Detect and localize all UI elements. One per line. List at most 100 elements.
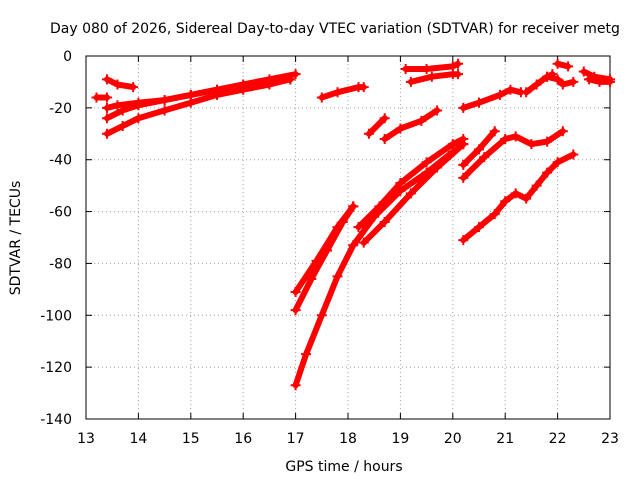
- data-point: [500, 133, 511, 144]
- data-point: [531, 180, 542, 191]
- y-tick-label: -20: [49, 101, 72, 117]
- data-point: [301, 349, 312, 360]
- data-point: [101, 102, 112, 113]
- series-track-19: [458, 149, 579, 246]
- series-line: [460, 86, 524, 111]
- data-point: [285, 74, 296, 85]
- data-point: [563, 61, 574, 72]
- data-point: [552, 157, 563, 168]
- chart-title: Day 080 of 2026, Sidereal Day-to-day VTE…: [50, 21, 620, 37]
- x-tick-label: 19: [391, 431, 409, 447]
- data-point: [374, 201, 385, 212]
- data-point: [117, 121, 128, 132]
- data-point: [500, 196, 511, 207]
- data-point: [489, 209, 500, 220]
- series-track-22: [552, 58, 574, 72]
- data-point: [363, 128, 374, 139]
- data-point: [584, 74, 595, 85]
- series-track-21: [542, 69, 558, 82]
- data-point: [505, 84, 516, 95]
- data-point: [510, 131, 521, 142]
- data-point: [568, 149, 579, 160]
- data-series: [91, 58, 615, 391]
- x-tick-labels: 13 14 15 16 17 18 19 20 21 22 23: [77, 431, 619, 447]
- series-track-18: [458, 126, 568, 183]
- data-point: [557, 79, 568, 90]
- data-point: [458, 159, 469, 170]
- data-point: [395, 178, 406, 189]
- series-track-14: [400, 58, 464, 74]
- data-point: [159, 95, 170, 106]
- data-point: [421, 157, 432, 168]
- data-point: [432, 105, 443, 116]
- data-point: [337, 216, 348, 227]
- data-point: [348, 201, 359, 212]
- data-point: [264, 79, 275, 90]
- data-point: [605, 76, 615, 87]
- data-point: [458, 102, 469, 113]
- data-point: [458, 172, 469, 183]
- data-point: [521, 193, 532, 204]
- data-point: [474, 97, 484, 108]
- series-track-10: [353, 133, 469, 233]
- data-point: [379, 216, 390, 227]
- series-track-09: [358, 139, 469, 248]
- x-tick-label: 23: [601, 431, 619, 447]
- series-line: [318, 84, 367, 101]
- data-point: [542, 136, 553, 147]
- series-track-15: [405, 69, 464, 87]
- data-point: [552, 74, 563, 85]
- series-track-02: [101, 74, 139, 93]
- data-point: [117, 105, 128, 116]
- data-point: [101, 92, 112, 103]
- series-track-12: [363, 113, 390, 139]
- data-point: [91, 92, 102, 103]
- y-tick-label: 0: [63, 49, 72, 65]
- data-point: [489, 126, 500, 137]
- series-line: [407, 71, 461, 85]
- data-point: [578, 66, 589, 77]
- y-tick-labels: 0 -20 -40 -60 -80 -100 -120 -140: [40, 49, 72, 428]
- x-tick-label: 14: [129, 431, 147, 447]
- series-line: [366, 115, 388, 137]
- data-point: [510, 188, 521, 199]
- data-point: [479, 152, 490, 163]
- data-point: [133, 113, 144, 124]
- data-point: [395, 123, 406, 134]
- data-point: [316, 92, 327, 103]
- data-point: [453, 69, 464, 80]
- data-point: [290, 305, 301, 316]
- series-line: [402, 60, 461, 72]
- series-track-05: [101, 74, 296, 139]
- x-axis-label: GPS time / hours: [285, 459, 402, 475]
- data-point: [101, 113, 112, 124]
- series-track-17: [458, 126, 500, 170]
- grid-lines: [86, 56, 610, 419]
- data-point: [568, 76, 579, 87]
- data-point: [128, 82, 139, 93]
- data-point: [358, 82, 369, 93]
- data-point: [426, 71, 437, 82]
- data-point: [416, 115, 427, 126]
- data-point: [552, 58, 563, 69]
- data-point: [542, 71, 553, 82]
- series-line: [104, 76, 137, 91]
- data-point: [112, 100, 123, 111]
- data-point: [447, 139, 458, 150]
- data-point: [421, 63, 432, 74]
- series-track-13: [379, 105, 443, 144]
- data-point: [474, 144, 484, 155]
- data-point: [547, 69, 558, 80]
- data-point: [332, 87, 343, 98]
- y-tick-label: -100: [40, 308, 72, 324]
- data-point: [400, 63, 411, 74]
- data-point: [332, 271, 343, 282]
- data-point: [290, 286, 301, 297]
- data-point: [353, 222, 364, 233]
- data-point: [405, 188, 416, 199]
- data-point: [594, 76, 605, 87]
- data-point: [101, 128, 112, 139]
- data-point: [212, 89, 222, 100]
- data-point: [453, 58, 464, 69]
